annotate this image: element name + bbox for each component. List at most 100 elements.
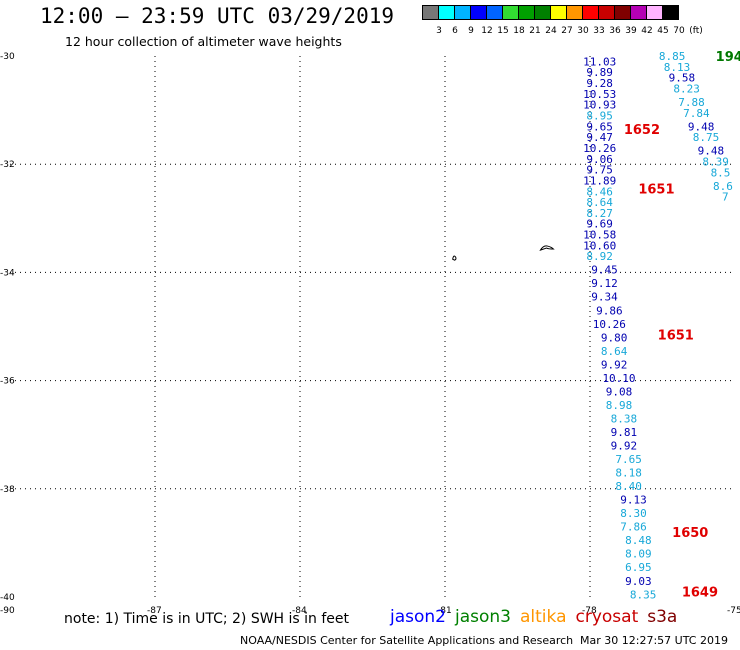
- page-title: 12:00 – 23:59 UTC 03/29/2019: [40, 4, 395, 28]
- scale-label: 18: [513, 26, 525, 36]
- track1-swh-label: 9.69: [586, 218, 613, 231]
- x-tick-label: -84: [292, 606, 307, 616]
- scale-label: 70: [673, 26, 685, 36]
- track1-time-label: 1649: [682, 586, 718, 601]
- track1-swh-label: 9.13: [620, 494, 647, 507]
- track1-swh-label: 9.65: [586, 120, 613, 133]
- scale-label: 6: [452, 26, 458, 36]
- credit-text: NOAA/NESDIS Center for Satellite Applica…: [240, 634, 574, 647]
- track1-swh-label: 10.26: [593, 318, 626, 331]
- track2-swh-label: 8.75: [693, 131, 720, 144]
- track1-swh-label: 9.08: [606, 385, 633, 398]
- track1-swh-label: 11.03: [583, 55, 616, 68]
- track1-swh-label: 8.98: [606, 399, 633, 412]
- satellite-legend-s3a: s3a: [647, 607, 678, 627]
- y-tick-label: -34: [0, 268, 15, 278]
- track1-swh-label: 8.95: [586, 110, 613, 123]
- satellite-legend-cryosat: cryosat: [575, 607, 639, 627]
- track1-swh-label: 9.12: [591, 277, 618, 290]
- track2-swh-label: 7.88: [678, 96, 705, 109]
- track1-swh-label: 9.03: [625, 575, 652, 588]
- y-tick-label: -40: [0, 593, 15, 603]
- track1-swh-label: 9.86: [596, 304, 623, 317]
- track1-swh-label: 7.86: [620, 521, 647, 534]
- track1-swh-label: 10.93: [583, 99, 616, 112]
- track2-swh-label: 8.13: [664, 61, 691, 74]
- scale-label: 33: [593, 26, 605, 36]
- track1-swh-label: 10.10: [602, 372, 635, 385]
- x-tick-label: -81: [437, 606, 452, 616]
- track1-swh-label: 11.89: [583, 174, 616, 187]
- scale-label: 15: [497, 26, 509, 36]
- track1-time-label: 1650: [672, 526, 708, 541]
- scale-label: 12: [481, 26, 493, 36]
- y-tick-label: -36: [0, 377, 15, 387]
- x-tick-label: -75: [727, 606, 740, 616]
- track2-swh-label: 7.84: [683, 107, 710, 120]
- scale-label: 30: [577, 26, 589, 36]
- track1-swh-label: 8.38: [611, 412, 638, 425]
- track1-time-label: 1651: [658, 329, 694, 344]
- track1-swh-label: 9.80: [601, 331, 628, 344]
- satellite-legend: jason2 jason3 altika cryosat s3a: [390, 607, 686, 627]
- track1-time-label: 1652: [624, 123, 660, 138]
- track1-swh-label: 8.64: [601, 345, 628, 358]
- track1-swh-label: 8.48: [625, 534, 652, 547]
- track1-swh-label: 8.30: [620, 507, 647, 520]
- track1-swh-label: 9.89: [586, 66, 613, 79]
- footer-note: note: 1) Time is in UTC; 2) SWH is in fe…: [64, 611, 350, 627]
- track1-swh-label: 9.81: [611, 426, 638, 439]
- scale-label: 21: [529, 26, 541, 36]
- track1-swh-label: 10.53: [583, 88, 616, 101]
- track1-swh-label: 7.65: [615, 453, 642, 466]
- track2-swh-label: 8.39: [702, 155, 729, 168]
- track2-swh-label: 8.6: [713, 180, 733, 193]
- timestamp-text: Mar 30 12:27:57 UTC 2019: [580, 634, 728, 647]
- track1-swh-label: 8.46: [586, 185, 613, 198]
- track1-swh-label: 9.45: [591, 264, 618, 277]
- track1-swh-label: 8.92: [586, 250, 613, 263]
- track1-time-label: 1651: [638, 183, 674, 198]
- track2-swh-label: 8.5: [711, 166, 731, 179]
- track1-swh-label: 9.06: [586, 153, 613, 166]
- scale-label: 42: [641, 26, 653, 36]
- scale-label: 27: [561, 26, 573, 36]
- track1-swh-label: 9.47: [586, 131, 613, 144]
- scale-label: 9: [468, 26, 474, 36]
- x-tick-label: -87: [147, 606, 162, 616]
- track1-swh-label: 10.58: [583, 229, 616, 242]
- track1-swh-label: 6.95: [625, 561, 652, 574]
- track2-swh-label: 8.85: [659, 50, 686, 63]
- track1-swh-label: 9.34: [591, 291, 618, 304]
- x-tick-label: -90: [0, 606, 15, 616]
- track1-swh-label: 9.92: [601, 358, 628, 371]
- track2-swh-label: 8.23: [673, 82, 700, 95]
- x-tick-label: -78: [582, 606, 597, 616]
- track1-swh-label: 8.64: [586, 196, 613, 209]
- track2-swh-label: 9.48: [698, 145, 725, 158]
- y-tick-label: -30: [0, 52, 15, 62]
- track2-swh-label: 9.48: [688, 120, 715, 133]
- y-tick-label: -38: [0, 485, 15, 495]
- track2-time-label: 1940: [716, 50, 740, 65]
- scale-label: (ft): [689, 26, 703, 36]
- scale-label: 3: [436, 26, 442, 36]
- track1-swh-label: 8.09: [625, 548, 652, 561]
- scale-label: 36: [609, 26, 621, 36]
- track1-swh-label: 9.75: [586, 164, 613, 177]
- island-outline: [452, 255, 457, 261]
- scale-swatch: [662, 5, 679, 20]
- track2-swh-label: 9.58: [669, 72, 696, 85]
- satellite-legend-altika: altika: [520, 607, 567, 627]
- track2-swh-label: 7: [722, 191, 729, 204]
- scale-label: 45: [657, 26, 669, 36]
- track1-swh-label: 9.28: [586, 77, 613, 90]
- track1-swh-label: 9.92: [611, 440, 638, 453]
- y-tick-label: -32: [0, 160, 15, 170]
- track1-swh-label: 8.27: [586, 207, 613, 220]
- scale-label: 39: [625, 26, 637, 36]
- satellite-legend-jason2: jason2: [390, 607, 446, 627]
- track1-swh-label: 8.18: [615, 467, 642, 480]
- track1-swh-label: 8.40: [615, 480, 642, 493]
